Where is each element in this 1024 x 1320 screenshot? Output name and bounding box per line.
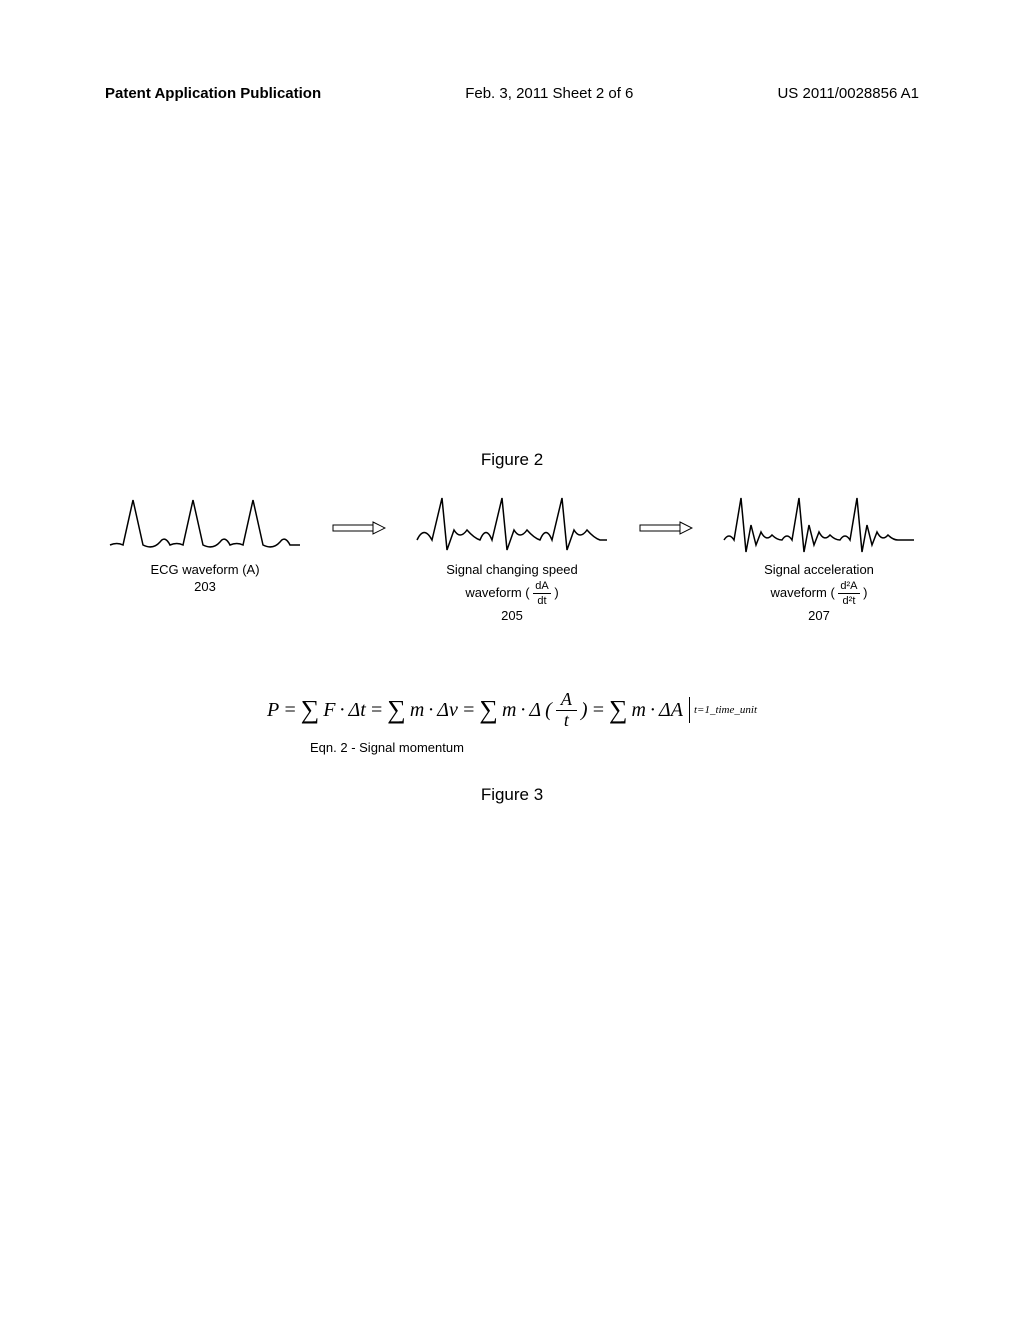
eq-sum4: ∑ xyxy=(609,695,628,725)
eq-P: P xyxy=(267,699,279,722)
eq-sum2: ∑ xyxy=(387,695,406,725)
speed-waveform-icon xyxy=(412,490,612,560)
eq-sum1: ∑ xyxy=(301,695,320,725)
accel-close-paren: ) xyxy=(863,585,867,600)
eq-eq2: = xyxy=(370,699,384,722)
speed-label-line2: waveform ( xyxy=(465,585,529,600)
eq-F: F xyxy=(323,699,335,722)
eq-frac-den: t xyxy=(559,711,574,731)
speed-close-paren: ) xyxy=(554,585,558,600)
eq-lparen: ( xyxy=(545,699,552,722)
speed-frac-num: dA xyxy=(533,579,550,594)
ecg-label-text: ECG waveform (A) xyxy=(150,562,259,577)
eq-vbar xyxy=(689,697,690,723)
speed-waveform-block: Signal changing speed waveform ( dA dt )… xyxy=(412,490,612,625)
arrow-1 xyxy=(331,520,386,536)
speed-fraction: dA dt xyxy=(533,579,550,609)
accel-frac-den: d²t xyxy=(838,594,859,608)
eq-dt: Δt xyxy=(348,699,365,722)
eq-fraction: A t xyxy=(556,690,577,731)
eq-frac-num: A xyxy=(556,690,577,711)
figure2-title: Figure 2 xyxy=(0,450,1024,470)
speed-ref: 205 xyxy=(501,608,523,623)
eq-dA: ΔA xyxy=(659,699,683,722)
eq-eq3: = xyxy=(462,699,476,722)
speed-label-line1: Signal changing speed xyxy=(446,562,578,577)
eq-dot1: · xyxy=(339,699,344,722)
header-left: Patent Application Publication xyxy=(105,85,321,102)
accel-waveform-label: Signal acceleration waveform ( d²A d²t )… xyxy=(764,562,874,625)
ecg-waveform-label: ECG waveform (A) 203 xyxy=(150,562,259,596)
eq-delta: Δ xyxy=(529,699,541,722)
accel-label-line1: Signal acceleration xyxy=(764,562,874,577)
eq-dv: Δv xyxy=(437,699,458,722)
speed-waveform-label: Signal changing speed waveform ( dA dt )… xyxy=(446,562,578,625)
eq-eq1: = xyxy=(283,699,297,722)
figure3-title: Figure 3 xyxy=(0,785,1024,805)
page-header: Patent Application Publication Feb. 3, 2… xyxy=(0,85,1024,102)
speed-frac-den: dt xyxy=(533,594,550,608)
arrow-2 xyxy=(638,520,693,536)
eq-sub: t=1_time_unit xyxy=(694,704,757,716)
ecg-ref: 203 xyxy=(194,579,216,594)
header-center: Feb. 3, 2011 Sheet 2 of 6 xyxy=(465,85,633,102)
eq-dot4: · xyxy=(650,699,655,722)
eq-eq4: = xyxy=(592,699,606,722)
eq-m2: m xyxy=(502,699,516,722)
eq-sum3: ∑ xyxy=(479,695,498,725)
accel-waveform-block: Signal acceleration waveform ( d²A d²t )… xyxy=(719,490,919,625)
accel-waveform-icon xyxy=(719,490,919,560)
eq-dot3: · xyxy=(520,699,525,722)
eq-m1: m xyxy=(410,699,424,722)
accel-fraction: d²A d²t xyxy=(838,579,859,609)
accel-label-line2: waveform ( xyxy=(770,585,834,600)
eq-m3: m xyxy=(632,699,646,722)
header-right: US 2011/0028856 A1 xyxy=(777,85,919,102)
eq-rparen: ) xyxy=(581,699,588,722)
accel-ref: 207 xyxy=(808,608,830,623)
figure2-diagram: ECG waveform (A) 203 Signal changing spe… xyxy=(0,490,1024,625)
equation-container: P = ∑ F · Δt = ∑ m · Δv = ∑ m · Δ ( A t … xyxy=(0,690,1024,731)
eqn-label: Eqn. 2 - Signal momentum xyxy=(310,740,464,755)
momentum-equation: P = ∑ F · Δt = ∑ m · Δv = ∑ m · Δ ( A t … xyxy=(267,690,757,731)
arrow-icon xyxy=(638,520,693,536)
ecg-waveform-block: ECG waveform (A) 203 xyxy=(105,490,305,596)
ecg-waveform-icon xyxy=(105,490,305,560)
accel-frac-num: d²A xyxy=(838,579,859,594)
arrow-icon xyxy=(331,520,386,536)
eq-dot2: · xyxy=(428,699,433,722)
